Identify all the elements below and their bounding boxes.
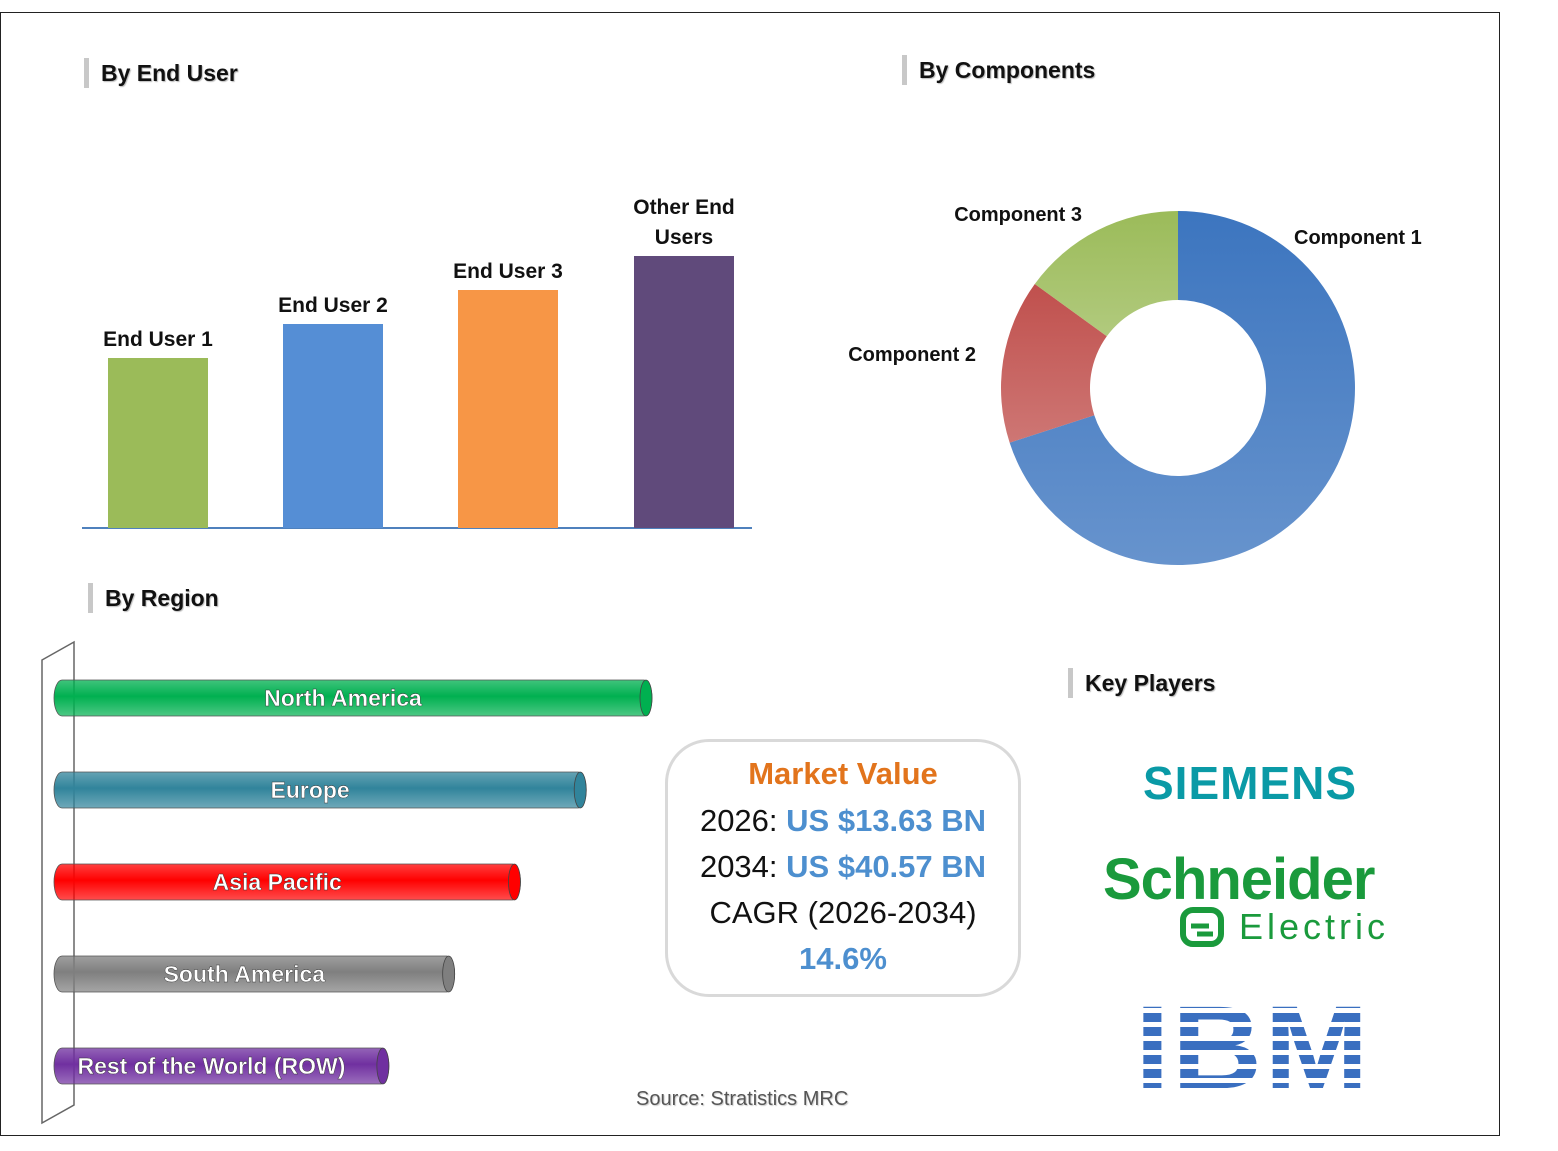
bar-end-user-1 bbox=[108, 358, 208, 528]
bar-label-other-end-users: Other End bbox=[633, 196, 735, 219]
market-value-box: Market Value 2026: US $13.63 BN 2034: US… bbox=[665, 739, 1021, 997]
market-2034-label: 2034: bbox=[699, 849, 787, 884]
market-2026-label: 2026: bbox=[699, 803, 787, 838]
region-label-south-america: South America bbox=[164, 961, 326, 987]
market-value-title: Market Value bbox=[748, 756, 938, 791]
schneider-logo: Schneider Electric bbox=[1103, 848, 1423, 958]
slice-label-component-3: Component 3 bbox=[954, 204, 1082, 226]
bar-end-user-2 bbox=[283, 324, 383, 528]
slice-label-component-1: Component 1 bbox=[1294, 227, 1422, 249]
source-note: Source: Stratistics MRC bbox=[636, 1088, 849, 1110]
region-label-north-america: North America bbox=[264, 685, 422, 711]
components-donut-chart: Component 1 Component 2 Component 3 bbox=[848, 204, 1422, 565]
slice-label-component-2: Component 2 bbox=[848, 344, 976, 366]
region-bar-cap-asia-pacific bbox=[508, 863, 521, 901]
market-2026-value: US $13.63 BN bbox=[786, 803, 987, 838]
bar-other-end-users bbox=[634, 256, 734, 528]
market-2026-line: 2026: US $13.63 BN bbox=[668, 798, 1018, 844]
siemens-logo: SIEMENS bbox=[1143, 757, 1358, 809]
bar-end-user-3 bbox=[458, 290, 558, 528]
slice-component-3 bbox=[1034, 211, 1178, 337]
ibm-logo: IBM bbox=[1135, 989, 1385, 1107]
region-label-europe: Europe bbox=[270, 777, 349, 803]
region-bar-cap-rest-of-the-world-row bbox=[376, 1047, 390, 1085]
bar-label-end-user-3: End User 3 bbox=[453, 260, 563, 283]
schneider-wordmark: Schneider bbox=[1103, 847, 1375, 912]
key-players-title: Key Players bbox=[1068, 668, 1215, 698]
region-bar-cap-south-america bbox=[442, 955, 456, 993]
region-bar-cap-europe bbox=[573, 771, 587, 809]
region-bar-cap-north-america bbox=[639, 679, 653, 717]
ibm-stripes bbox=[1135, 1008, 1385, 1083]
region-title: By Region bbox=[88, 583, 219, 613]
market-2034-line: 2034: US $40.57 BN bbox=[668, 844, 1018, 890]
end-user-title: By End User bbox=[84, 58, 238, 88]
market-2034-value: US $40.57 BN bbox=[786, 849, 987, 884]
cagr-label: CAGR (2026-2034) bbox=[709, 895, 977, 930]
bar-label-end-user-2: End User 2 bbox=[278, 294, 388, 317]
bar-label-end-user-1: End User 1 bbox=[103, 328, 213, 351]
cagr-value: 14.6% bbox=[799, 941, 887, 976]
slice-component-1 bbox=[1009, 211, 1355, 565]
end-user-bar-chart: End User 1 End User 2 End User 3 Other End U… bbox=[82, 196, 752, 529]
components-title: By Components bbox=[902, 55, 1095, 85]
region-label-rest-of-the-world-row: Rest of the World (ROW) bbox=[77, 1053, 345, 1079]
region-bar-chart: North America Europe Asia Pacific South Ame… bbox=[41, 640, 653, 1125]
slice-component-2 bbox=[1001, 283, 1107, 443]
region-label-asia-pacific: Asia Pacific bbox=[213, 869, 342, 895]
bar-label-other-end-users: Users bbox=[655, 226, 713, 249]
schneider-electric-text: Electric bbox=[1239, 906, 1390, 947]
schneider-emblem-icon bbox=[1180, 907, 1224, 947]
